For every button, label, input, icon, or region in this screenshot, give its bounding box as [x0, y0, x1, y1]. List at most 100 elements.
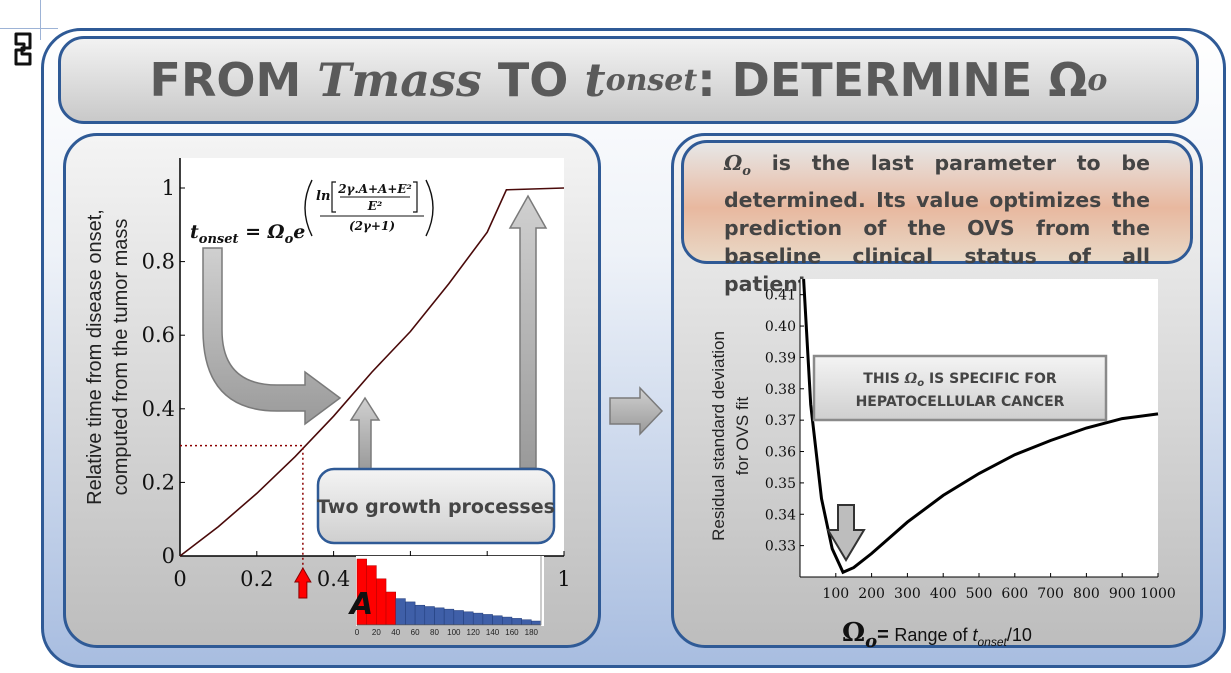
right-y-tick-label: 0.34 — [765, 507, 796, 523]
histogram-bar — [531, 620, 542, 626]
histogram-tick-label: 140 — [486, 628, 500, 637]
note-box: Ωo is the last parameter to be determine… — [681, 140, 1193, 296]
histogram-tick-label: 40 — [391, 628, 400, 637]
histogram-bar — [502, 616, 513, 626]
formula-bracket-left — [331, 181, 336, 213]
histogram-bar — [463, 611, 474, 626]
left-y-tick-label: 0.2 — [142, 470, 175, 494]
note-symbol-sub: o — [742, 164, 751, 180]
right-plot-area — [800, 279, 1158, 577]
formula-t: t — [190, 221, 199, 243]
histogram-tick-label: 0 — [355, 628, 360, 637]
histogram-tick-label: 20 — [372, 628, 381, 637]
note-symbol: Ω — [724, 151, 743, 175]
xlabel-omega: Ω — [842, 618, 865, 648]
formula-paren-right — [425, 179, 434, 237]
histogram-ticks: 0 20 40 60 80 100 120 140 160 180 — [355, 628, 539, 637]
histogram-bar — [453, 610, 464, 626]
right-y-tick-label: 0.35 — [765, 476, 796, 492]
title-prefix: FROM — [149, 53, 302, 107]
histogram-bar — [492, 615, 503, 626]
formula-e: e — [293, 221, 305, 243]
left-series-line — [179, 187, 565, 557]
title-omega: Ω — [1048, 53, 1088, 107]
right-y-tick-label: 0.37 — [765, 413, 796, 429]
left-y-label-line1: Relative time from disease onset, — [84, 209, 106, 505]
left-y-tick-label: 1 — [162, 176, 175, 200]
histogram-bar — [434, 607, 445, 626]
right-x-tick-label: 600 — [1001, 586, 1028, 602]
red-arrow-icon — [294, 566, 312, 599]
annotation-dotted-line — [180, 444, 304, 594]
formula-omega-sub: o — [285, 232, 294, 247]
right-x-tick-label: 400 — [930, 586, 957, 602]
right-x-label: Ωo= Range of tonset/10 — [842, 618, 1032, 652]
histogram-tick-label: 80 — [430, 628, 439, 637]
left-x-tick-label: 0 — [173, 567, 186, 591]
histogram-tick-label: 60 — [411, 628, 420, 637]
right-arrow-icon — [609, 386, 664, 436]
specific-line1-pre: THIS — [863, 371, 904, 387]
specific-box — [812, 354, 1108, 422]
right-x-tick-label: 700 — [1037, 586, 1064, 602]
tall-up-arrow-icon — [508, 194, 548, 469]
histogram-bar — [414, 604, 426, 626]
formula-paren-left — [304, 179, 313, 237]
histogram-tick-label: 160 — [505, 628, 519, 637]
formula-bracket-right — [413, 181, 418, 213]
formula-onset-sub: onset — [199, 232, 239, 247]
histogram-bar — [482, 614, 493, 626]
right-x-tick-label: 900 — [1109, 586, 1136, 602]
formula-eq: = Ω — [239, 221, 285, 243]
title-middle: TO — [497, 53, 569, 107]
formula-ln: ln — [316, 189, 330, 204]
formula-denominator: E² — [367, 199, 382, 213]
specific-line2: HEPATOCELLULAR CANCER — [856, 394, 1065, 410]
right-y-tick-label: 0.36 — [765, 445, 796, 461]
xlabel-t-sub: onset — [978, 635, 1008, 649]
histogram-bar — [472, 612, 484, 626]
corner-guide-vertical — [40, 0, 41, 40]
xlabel-omega-sub: o — [865, 631, 877, 652]
right-y-tick-label: 0.33 — [765, 539, 796, 555]
histogram-bar — [424, 606, 435, 626]
left-y-ticks: 0 0.2 0.4 0.6 0.8 1 — [142, 176, 185, 568]
left-x-tick-label: 0.2 — [240, 567, 273, 591]
right-x-tick-label: 100 — [822, 586, 849, 602]
left-y-tick-label: 0.8 — [142, 250, 175, 274]
right-series-line — [802, 278, 1159, 575]
title-onset-sub: onset — [605, 62, 698, 98]
histogram-inset: 0 20 40 60 80 100 120 140 160 180 A — [348, 556, 544, 637]
title-tmass: Tmass — [317, 53, 482, 107]
growth-label-box — [316, 467, 556, 545]
right-y-tick-label: 0.40 — [765, 319, 796, 335]
corner-guide-horizontal — [0, 28, 58, 29]
histogram-bar — [405, 601, 416, 626]
right-y-ticks: 0.33 0.34 0.35 0.36 0.37 0.38 0.39 0.40 0.41 — [765, 288, 804, 555]
growth-label: Two growth processes — [317, 496, 555, 518]
left-x-tick-label: 0.4 — [317, 567, 350, 591]
right-x-tick-label: 200 — [858, 586, 885, 602]
title-t: t — [584, 53, 606, 107]
histogram-bar — [385, 591, 396, 626]
right-y-label-line2: for OVS fit — [733, 397, 752, 476]
specific-symbol: Ω — [904, 371, 918, 387]
logo-icon — [14, 32, 32, 66]
left-y-tick-label: 0.6 — [142, 323, 175, 347]
right-x-tick-label: 800 — [1073, 586, 1100, 602]
down-arrow-icon — [826, 504, 866, 562]
formula: tonset = Ωoe ln 2γ.A+A+E² E² (2γ+1) — [190, 179, 434, 247]
right-chart: 0.33 0.34 0.35 0.36 0.37 0.38 0.39 0.40 0.41 100… — [709, 278, 1176, 602]
histogram-bar — [443, 608, 455, 626]
right-y-tick-label: 0.38 — [765, 382, 796, 398]
specific-symbol-sub: o — [917, 378, 924, 389]
left-x-tick-label: 1 — [557, 567, 570, 591]
left-y-label-line2: computed from the tumor mass — [110, 219, 132, 496]
right-x-ticks: 100 200 300 400 500 600 700 800 900 1000 — [822, 573, 1176, 602]
title-suffix: : DETERMINE — [697, 53, 1033, 107]
histogram-bar — [376, 578, 387, 626]
title-omega-sub: o — [1087, 62, 1108, 98]
right-x-tick-label: 1000 — [1140, 586, 1176, 602]
